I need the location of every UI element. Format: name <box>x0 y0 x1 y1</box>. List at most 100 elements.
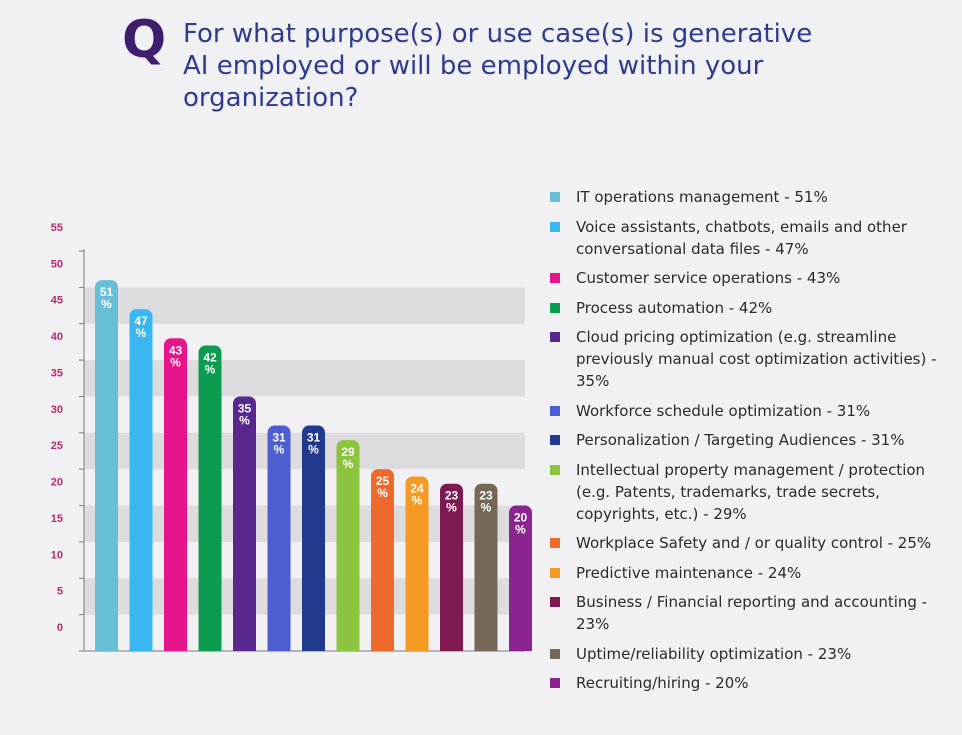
legend-item: Voice assistants, chatbots, emails and o… <box>548 216 948 260</box>
bar-base <box>95 643 118 651</box>
bar-base <box>336 643 360 651</box>
bar-value-unit: % <box>136 326 147 340</box>
bar <box>129 309 153 651</box>
legend-swatch <box>550 567 560 578</box>
bar-base <box>509 643 532 651</box>
legend-item: Workforce schedule optimization - 31% <box>548 400 948 422</box>
bar-base <box>371 643 394 651</box>
bar <box>474 483 498 651</box>
legend-swatch <box>550 597 560 607</box>
legend-label: Workforce schedule optimization - 31% <box>576 401 871 420</box>
bar-base <box>129 643 153 651</box>
bar-value-unit: % <box>481 501 492 515</box>
legend-label: Predictive maintenance - 24% <box>576 563 802 582</box>
legend-item: Process automation - 42% <box>548 297 948 319</box>
legend-label: Intellectual property management / prote… <box>576 460 926 523</box>
bar-base <box>164 643 187 651</box>
legend-item: Predictive maintenance - 24% <box>548 562 948 584</box>
y-tick-label: 35 <box>51 367 63 379</box>
bar-value-unit: % <box>308 443 319 457</box>
y-tick-label: 45 <box>51 295 63 307</box>
bar-value-label: 20 <box>514 511 528 525</box>
y-tick-label: 5 <box>57 586 63 598</box>
grid-band <box>84 287 525 324</box>
bar-value-unit: % <box>412 493 423 507</box>
bar-base <box>405 643 429 651</box>
question-line-1: For what purpose(s) or use case(s) is ge… <box>183 19 813 49</box>
legend-label: Uptime/reliability optimization - 23% <box>576 644 852 663</box>
bar <box>440 483 463 651</box>
legend-item: Uptime/reliability optimization - 23% <box>548 643 948 665</box>
bar-value-unit: % <box>170 355 181 369</box>
y-tick-label: 25 <box>51 440 63 452</box>
legend-swatch <box>550 405 560 416</box>
bar-value-label: 31 <box>272 431 286 445</box>
legend-swatch <box>550 464 560 475</box>
bar-value-unit: % <box>343 457 354 471</box>
bar-value-unit: % <box>446 501 457 515</box>
question-line-2: AI employed or will be employed within y… <box>183 51 764 81</box>
bar-base <box>440 643 463 651</box>
legend-swatch <box>550 192 560 202</box>
legend-item: Cloud pricing optimization (e.g. streaml… <box>548 326 948 392</box>
legend-swatch <box>550 678 560 688</box>
legend-label: Business / Financial reporting and accou… <box>576 593 928 633</box>
legend-item: Customer service operations - 43% <box>548 267 948 289</box>
bar <box>95 280 118 651</box>
bar <box>405 476 429 651</box>
question-line-3: organization? <box>183 83 359 113</box>
bar-value-label: 23 <box>479 489 493 503</box>
bar-value-unit: % <box>239 413 250 427</box>
y-tick-label: 30 <box>51 404 63 416</box>
legend-swatch <box>550 273 560 283</box>
bar-value-label: 23 <box>445 489 459 503</box>
bar-value-label: 29 <box>341 445 355 459</box>
legend-swatch <box>550 538 560 548</box>
y-tick-label: 15 <box>51 513 63 525</box>
bar-value-label: 35 <box>238 401 252 415</box>
bar-base <box>233 643 256 651</box>
y-tick-label: 50 <box>51 258 63 270</box>
question-title: For what purpose(s) or use case(s) is ge… <box>183 18 863 114</box>
bar-value-unit: % <box>101 297 112 311</box>
legend-swatch <box>550 332 560 342</box>
q-logo-icon: Q <box>122 10 167 70</box>
legend-label: Process automation - 42% <box>576 298 773 317</box>
legend-item: Recruiting/hiring - 20% <box>548 672 948 694</box>
grid-band <box>84 360 525 397</box>
legend-label: Recruiting/hiring - 20% <box>576 674 749 692</box>
bar-base <box>267 643 291 651</box>
bar <box>198 345 222 651</box>
bar-value-label: 42 <box>203 351 217 365</box>
bar-value-label: 31 <box>307 431 321 445</box>
bar-value-unit: % <box>515 523 526 537</box>
legend-item: Personalization / Targeting Audiences - … <box>548 429 948 451</box>
bar-value-label: 47 <box>134 314 148 328</box>
legend-swatch <box>550 648 560 659</box>
y-tick-label: 20 <box>51 477 63 489</box>
bar <box>164 338 187 651</box>
bar-value-label: 51 <box>100 285 114 299</box>
legend-label: Personalization / Targeting Audiences - … <box>576 431 905 449</box>
bar-base <box>198 643 222 651</box>
bar-value-unit: % <box>274 443 285 457</box>
bar-base <box>474 643 498 651</box>
legend-label: IT operations management - 51% <box>576 188 828 206</box>
bar <box>302 425 325 651</box>
bar <box>336 440 360 651</box>
legend-swatch <box>550 221 560 232</box>
y-tick-label: 40 <box>51 331 63 343</box>
legend-label: Cloud pricing optimization (e.g. streaml… <box>576 328 937 390</box>
legend-label: Voice assistants, chatbots, emails and o… <box>576 217 907 258</box>
y-tick-label: 0 <box>57 622 63 634</box>
legend-label: Customer service operations - 43% <box>576 269 841 287</box>
legend-swatch <box>550 302 560 313</box>
bar-value-label: 24 <box>410 481 424 495</box>
chart-legend: IT operations management - 51% Voice assi… <box>548 186 948 702</box>
bar <box>233 396 256 651</box>
bar <box>371 469 394 651</box>
legend-label: Workplace Safety and / or quality contro… <box>576 534 932 552</box>
legend-item: IT operations management - 51% <box>548 186 948 208</box>
bar <box>267 425 291 651</box>
